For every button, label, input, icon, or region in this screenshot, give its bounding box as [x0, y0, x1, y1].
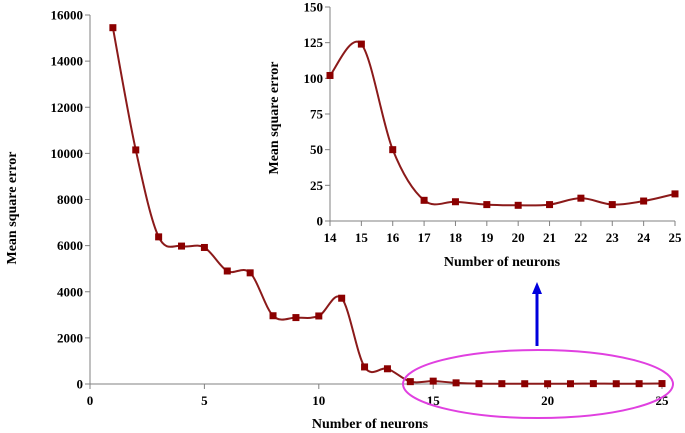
inset-x-tick-label: 17: [418, 230, 432, 245]
main-y-tick-label: 4000: [57, 284, 83, 299]
inset-data-point: [389, 146, 397, 154]
main-data-point: [429, 377, 437, 385]
main-series-line: [111, 27, 663, 385]
main-data-point: [269, 312, 277, 320]
main-y-tick-label: 10000: [51, 146, 84, 161]
main-x-tick-label: 0: [87, 393, 94, 408]
inset-data-point: [546, 201, 554, 209]
main-x-tick-label: 10: [312, 393, 325, 408]
main-data-point: [200, 243, 208, 251]
inset-data-point: [608, 201, 616, 209]
inset-data-point: [357, 40, 365, 48]
inset-series-line: [329, 40, 676, 207]
inset-data-point: [451, 198, 459, 206]
inset-x-tick-label: 19: [480, 230, 494, 245]
main-x-tick-label: 25: [656, 393, 670, 408]
inset-x-tick-label: 22: [574, 230, 587, 245]
zoom-highlight-ellipse: [402, 349, 674, 419]
main-data-point: [246, 269, 254, 277]
main-data-point: [612, 380, 620, 388]
main-data-point: [338, 294, 346, 302]
main-x-tick-label: 20: [541, 393, 554, 408]
inset-data-point: [420, 196, 428, 204]
main-data-point: [178, 242, 186, 250]
main-x-ticks: 0 5 10 15 20 25: [87, 384, 669, 408]
main-markers: [109, 24, 666, 388]
main-data-point: [292, 314, 300, 322]
inset-y-tick-label: 50: [310, 142, 323, 157]
inset-y-tick-label: 100: [304, 71, 324, 86]
main-x-axis-label: Number of neurons: [312, 417, 429, 432]
inset-x-tick-label: 24: [637, 230, 651, 245]
inset-y-tick-label: 75: [310, 107, 324, 122]
main-y-axis-label: Mean square error: [5, 151, 20, 264]
inset-y-tick-label: 125: [304, 35, 324, 50]
main-y-tick-label: 14000: [51, 54, 84, 69]
inset-data-point: [640, 197, 648, 205]
main-data-point: [452, 379, 460, 387]
main-y-ticks: 0 2000 4000 6000 8000 10000 12000 14000 16000: [51, 8, 90, 392]
main-data-point: [315, 312, 323, 320]
main-data-point: [544, 380, 552, 388]
inset-y-axis-label: Mean square error: [267, 61, 282, 174]
inset-x-ticks: 14 15 16 17 18 19 20 21 22 23 24 25: [324, 221, 683, 245]
main-data-point: [361, 363, 369, 371]
inset-markers: [326, 40, 679, 209]
main-data-point: [109, 24, 117, 32]
main-data-point: [406, 378, 414, 386]
inset-y-ticks: 0 25 50 75 100 125 150: [304, 0, 330, 229]
inset-plot: 0 25 50 75 100 125 150 14 15 16 17 18 19 20 21 22 23 24 2…: [267, 0, 682, 270]
main-x-tick-label: 5: [201, 393, 208, 408]
inset-y-tick-label: 0: [317, 214, 324, 229]
main-data-point: [155, 233, 163, 241]
main-y-tick-label: 16000: [51, 8, 84, 23]
main-y-tick-label: 0: [77, 377, 84, 392]
main-y-tick-label: 8000: [57, 192, 83, 207]
inset-data-point: [326, 71, 334, 79]
main-y-tick-label: 12000: [51, 100, 84, 115]
main-y-tick-label: 2000: [57, 330, 83, 345]
main-data-point: [132, 146, 140, 154]
inset-data-point: [514, 201, 522, 209]
zoom-arrow: [532, 282, 542, 346]
inset-x-tick-label: 18: [449, 230, 463, 245]
inset-data-point: [577, 194, 585, 202]
main-data-point: [521, 380, 529, 388]
main-data-point: [383, 365, 391, 373]
main-data-point: [635, 380, 643, 388]
inset-x-tick-label: 20: [512, 230, 525, 245]
inset-data-point: [483, 201, 491, 209]
inset-x-tick-label: 16: [386, 230, 400, 245]
inset-y-tick-label: 150: [304, 0, 324, 15]
inset-x-tick-label: 25: [669, 230, 683, 245]
inset-x-tick-label: 21: [543, 230, 556, 245]
main-data-point: [475, 380, 483, 388]
inset-y-tick-label: 25: [310, 178, 324, 193]
main-data-point: [566, 380, 574, 388]
main-data-point: [658, 380, 666, 388]
inset-x-tick-label: 15: [355, 230, 369, 245]
main-data-point: [223, 267, 231, 275]
main-plot: 0 2000 4000 6000 8000 10000 12000 14000 16000 0 5…: [5, 8, 669, 433]
inset-data-point: [671, 190, 679, 198]
main-y-tick-label: 6000: [57, 238, 83, 253]
inset-x-axis-label: Number of neurons: [444, 255, 561, 270]
main-data-point: [498, 380, 506, 388]
inset-x-tick-label: 14: [324, 230, 338, 245]
inset-x-tick-label: 23: [606, 230, 620, 245]
main-data-point: [589, 380, 597, 388]
